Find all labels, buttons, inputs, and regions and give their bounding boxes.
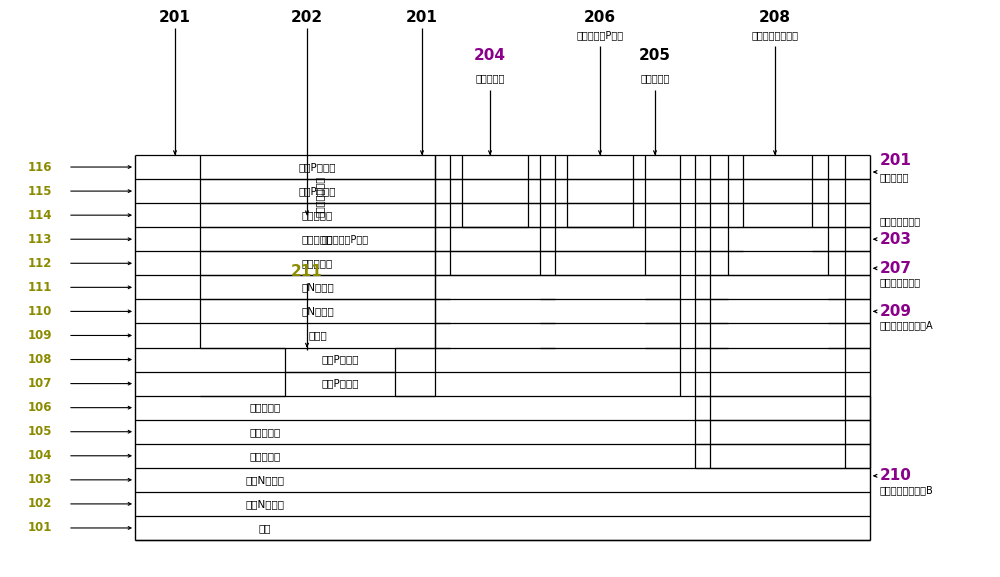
Text: 第一激光器P电极: 第一激光器P电极 xyxy=(322,234,369,244)
Text: 第二激光器桥电极: 第二激光器桥电极 xyxy=(752,30,798,40)
Text: 113: 113 xyxy=(28,233,52,246)
Text: 104: 104 xyxy=(28,449,52,462)
Text: 第一N限制层: 第一N限制层 xyxy=(246,475,285,485)
Text: 203: 203 xyxy=(880,232,912,247)
Text: 第二有源层: 第二有源层 xyxy=(302,234,333,244)
Text: 115: 115 xyxy=(28,185,52,197)
Text: 103: 103 xyxy=(28,473,52,486)
Text: 201: 201 xyxy=(159,10,191,25)
Text: 209: 209 xyxy=(880,304,912,319)
Text: 201: 201 xyxy=(406,10,438,25)
Text: 204: 204 xyxy=(474,47,506,62)
Text: 106: 106 xyxy=(28,401,52,414)
Text: 108: 108 xyxy=(28,353,52,366)
Text: 109: 109 xyxy=(28,329,52,342)
Text: 第二隔离槽: 第二隔离槽 xyxy=(640,73,670,83)
Text: 衬底: 衬底 xyxy=(259,523,271,533)
Text: 第三波导层: 第三波导层 xyxy=(302,258,333,268)
Text: 114: 114 xyxy=(28,209,52,222)
Text: 206: 206 xyxy=(584,10,616,25)
Text: 207: 207 xyxy=(880,261,912,276)
Text: 第三电流注入槽: 第三电流注入槽 xyxy=(880,278,921,287)
Text: 208: 208 xyxy=(759,10,791,25)
Text: 205: 205 xyxy=(639,47,671,62)
Text: 第一有源层: 第一有源层 xyxy=(249,427,281,437)
Text: 107: 107 xyxy=(28,377,52,390)
Text: 第二激光器桥电极B: 第二激光器桥电极B xyxy=(880,485,934,495)
Text: 第二波导层: 第二波导层 xyxy=(249,403,281,413)
Text: 110: 110 xyxy=(28,305,52,318)
Text: 102: 102 xyxy=(28,497,52,511)
Text: 112: 112 xyxy=(28,257,52,270)
Text: 隔离层: 隔离层 xyxy=(308,331,327,340)
Text: 第一隔离槽: 第一隔离槽 xyxy=(475,73,505,83)
Text: 第二P接触层: 第二P接触层 xyxy=(299,162,336,172)
Text: 第N接触层: 第N接触层 xyxy=(301,306,334,316)
Text: 105: 105 xyxy=(28,425,52,438)
Text: 111: 111 xyxy=(28,281,52,294)
Text: 202: 202 xyxy=(291,10,323,25)
Text: 211: 211 xyxy=(291,264,323,279)
Text: 第四波导层: 第四波导层 xyxy=(302,210,333,220)
Text: 第二P限制层: 第二P限制层 xyxy=(299,186,336,196)
Text: 第一P接触层: 第一P接触层 xyxy=(321,354,359,365)
Text: 101: 101 xyxy=(28,522,52,534)
Text: 116: 116 xyxy=(28,160,52,174)
Text: 绝缘介质层: 绝缘介质层 xyxy=(880,172,909,182)
Text: 210: 210 xyxy=(880,469,912,484)
Text: 201: 201 xyxy=(880,152,912,167)
Text: 第一N接触层: 第一N接触层 xyxy=(246,499,285,509)
Text: 第一电流注入槽: 第一电流注入槽 xyxy=(315,175,325,216)
Text: 第一P限制层: 第一P限制层 xyxy=(321,379,359,388)
Text: 第二激光器桥电极A: 第二激光器桥电极A xyxy=(880,320,934,331)
Text: 第二激光器P电极: 第二激光器P电极 xyxy=(576,30,624,40)
Text: 第二电流注入槽: 第二电流注入槽 xyxy=(880,216,921,226)
Text: 第N限制层: 第N限制层 xyxy=(301,282,334,293)
Text: 第一波导层: 第一波导层 xyxy=(249,451,281,461)
